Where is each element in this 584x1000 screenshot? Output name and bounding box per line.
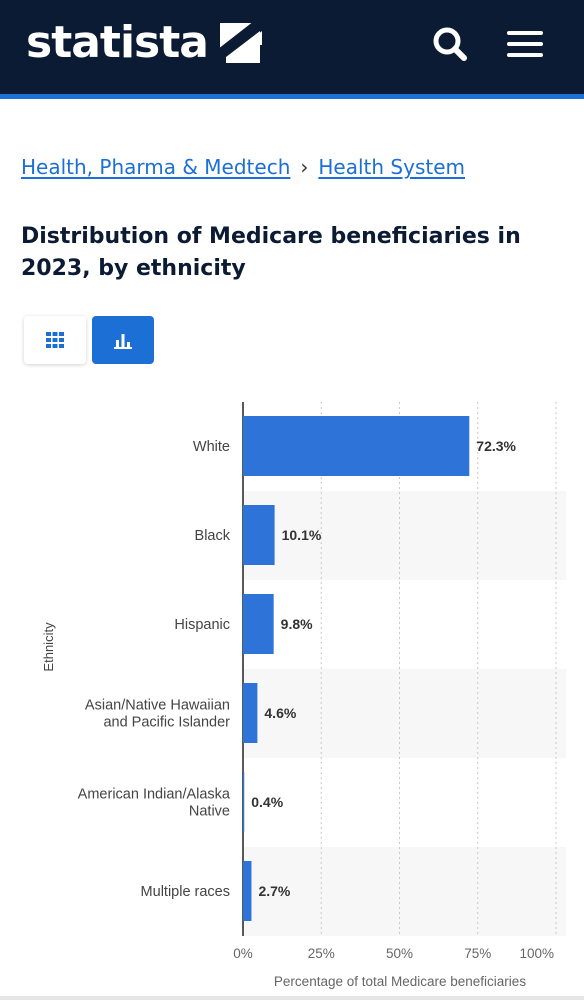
row-shading	[243, 847, 566, 936]
x-tick-label: 100%	[519, 946, 554, 961]
bar	[243, 594, 274, 654]
logo-text: statista	[26, 16, 209, 68]
breadcrumb-link-health-system[interactable]: Health System	[318, 155, 465, 179]
breadcrumb-separator: ›	[300, 155, 309, 179]
page-title: Distribution of Medicare beneficiaries i…	[21, 224, 521, 281]
site-header: statista	[0, 0, 584, 94]
x-tick-label: 25%	[308, 946, 335, 961]
x-tick-label: 50%	[386, 946, 413, 961]
bar	[243, 683, 258, 743]
bar	[243, 505, 275, 565]
search-icon	[433, 27, 467, 61]
breadcrumb: Health, Pharma & Medtech › Health System	[21, 155, 465, 179]
statista-logo-mark-icon	[219, 23, 262, 65]
data-label: 2.7%	[258, 883, 290, 899]
breadcrumb-link-health-pharma-medtech[interactable]: Health, Pharma & Medtech	[21, 155, 291, 179]
bar-chart-svg: 72.3% White 10.1% Black 9.8% Hispanic 4.6% Asia…	[41, 402, 566, 989]
x-tick-label: 0%	[233, 946, 253, 961]
data-label: 0.4%	[251, 794, 283, 810]
category-label: White	[193, 439, 230, 455]
bar	[243, 416, 470, 476]
menu-button[interactable]	[502, 22, 548, 66]
chart-view-button[interactable]	[92, 316, 154, 364]
bar-chart-icon	[114, 333, 132, 349]
data-label: 10.1%	[282, 527, 322, 543]
category-label: Hispanic	[174, 617, 230, 633]
table-grid-icon	[46, 332, 64, 348]
header-accent-stripe	[0, 94, 584, 99]
category-label: American Indian/Alaska Native	[78, 787, 231, 820]
row-shading	[243, 491, 566, 580]
bar	[243, 861, 252, 921]
page-bottom-divider	[0, 996, 584, 1000]
x-tick-label: 75%	[464, 946, 491, 961]
data-label: 4.6%	[264, 705, 296, 721]
bar	[243, 772, 245, 832]
row-shading	[243, 669, 566, 758]
x-axis-title: Percentage of total Medicare beneficiari…	[274, 974, 526, 989]
bar-chart: 72.3% White 10.1% Black 9.8% Hispanic 4.6% Asia…	[0, 400, 584, 1000]
data-label: 9.8%	[281, 616, 313, 632]
search-button[interactable]	[428, 22, 472, 66]
category-label: Asian/Native Hawaiian and Pacific Islande…	[85, 698, 230, 731]
category-label: Multiple races	[141, 884, 230, 900]
hamburger-menu-icon	[507, 31, 543, 57]
statista-logo[interactable]: statista	[26, 14, 262, 70]
table-view-button[interactable]	[24, 316, 86, 364]
data-label: 72.3%	[476, 438, 516, 454]
category-label: Black	[195, 528, 231, 544]
y-axis-title: Ethnicity	[41, 622, 56, 672]
